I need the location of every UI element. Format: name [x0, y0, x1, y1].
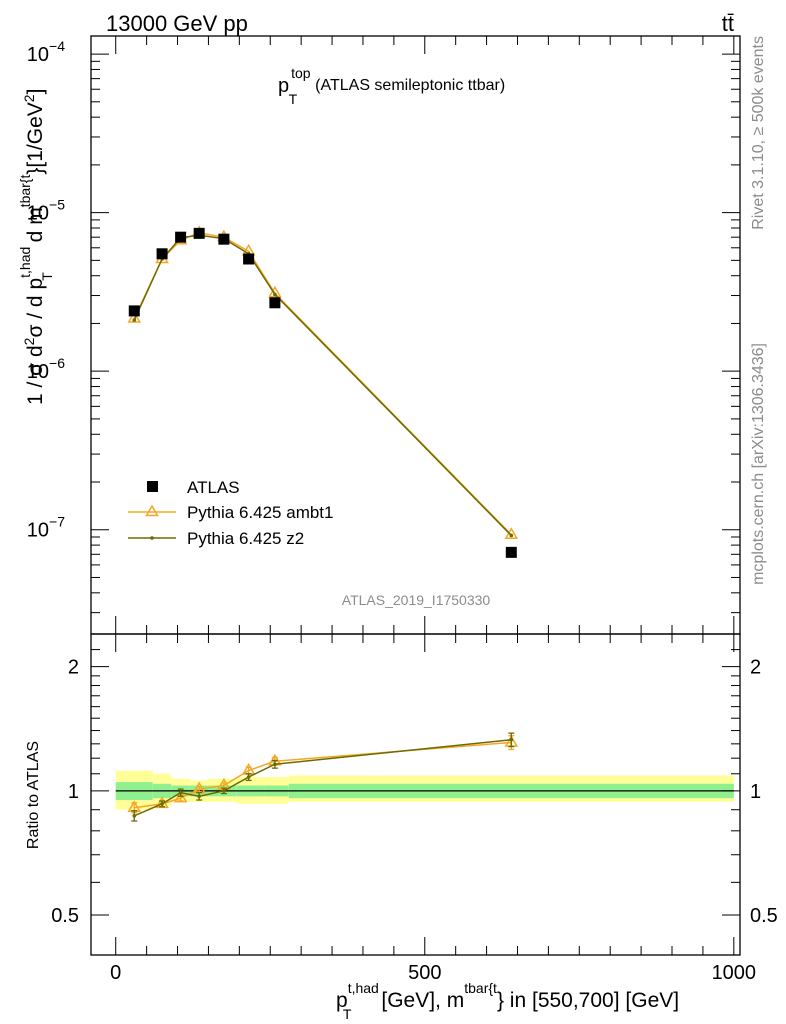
xtick-label: 0 [110, 962, 121, 984]
ratio-ytick-label-left: 2 [68, 657, 79, 679]
main-title: ptop T(ATLAS semileptonic ttbar) [278, 65, 505, 107]
main-ambt1-point [268, 285, 282, 298]
ratio-band [115, 770, 734, 810]
legend-z2-marker [150, 536, 154, 540]
main-ytick-label: 10−7 [27, 514, 65, 542]
ratio-frame [90, 633, 741, 956]
side-label-top: Rivet 3.1.10, ≥ 500k events [750, 36, 767, 230]
ratio-z2-point [273, 762, 277, 767]
main-atlas-point [156, 248, 168, 260]
ratio-ytick-label-left: 0.5 [51, 905, 79, 927]
main-atlas-point [128, 305, 140, 317]
main-atlas-point [175, 231, 187, 243]
ratio-z2-point [197, 794, 201, 799]
legend: ATLAS Pythia 6.425 ambt1 Pythia 6.425 z2 [128, 478, 333, 548]
main-atlas-point [218, 233, 230, 245]
analysis-id: ATLAS_2019_I1750330 [342, 592, 491, 608]
main-z2-point [509, 533, 514, 538]
ratio-z2-line [133, 739, 512, 817]
ratio-z2-point [222, 789, 226, 793]
ratio-ytick-label-left: 1 [68, 781, 79, 803]
main-atlas-point [505, 546, 517, 558]
xtick-label: 1000 [712, 962, 757, 984]
legend-ambt1-marker [145, 504, 159, 517]
main-z2-point [273, 292, 277, 297]
ratio-z2-point [160, 802, 164, 806]
main-ylabel: 1 / σ d2σ / d pt,had T d mtbar{t}[1/GeV2] [17, 89, 55, 405]
process-label: tt̄ [722, 11, 734, 36]
legend-atlas-marker [147, 481, 158, 492]
main-ytick-label: 10−5 [27, 197, 65, 225]
ratio-ytick-label-right: 1 [750, 781, 761, 803]
ratio-z2-point [246, 775, 251, 779]
main-plot-area [127, 225, 519, 558]
main-ytick-label: 10−4 [27, 38, 65, 66]
main-z2-point [132, 318, 137, 322]
ratio-ytick-label-right: 0.5 [750, 905, 778, 927]
ratio-ylabel: Ratio to ATLAS [25, 741, 42, 849]
side-label-bottom: mcplots.cern.ch [arXiv:1306.3436] [750, 343, 767, 585]
ratio-z2-point [132, 813, 137, 818]
legend-atlas-label: ATLAS [187, 478, 240, 497]
main-ambt1-point [127, 310, 142, 323]
ratio-ytick-label-right: 2 [750, 657, 761, 679]
main-atlas-point [243, 253, 255, 265]
ratio-z2-point [178, 790, 183, 795]
main-atlas-point [269, 297, 281, 309]
ratio-z2-point [509, 737, 514, 742]
axes: 10−7 10−6 10−5 10−4 0.5 0.5 1 1 2 2 0 500 1000 [27, 35, 778, 984]
ratio-plot-area [127, 732, 519, 822]
legend-z2-label: Pythia 6.425 z2 [187, 529, 304, 548]
energy-label: 13000 GeV pp [106, 11, 248, 36]
xtick-label: 500 [408, 962, 441, 984]
main-ytick-label: 10−6 [27, 355, 65, 383]
x-axis-label: pt,had T[GeV], mtbar{t} in [550,700] [GeV… [336, 980, 679, 1022]
legend-ambt1-label: Pythia 6.425 ambt1 [187, 503, 333, 522]
main-atlas-point [193, 227, 205, 239]
